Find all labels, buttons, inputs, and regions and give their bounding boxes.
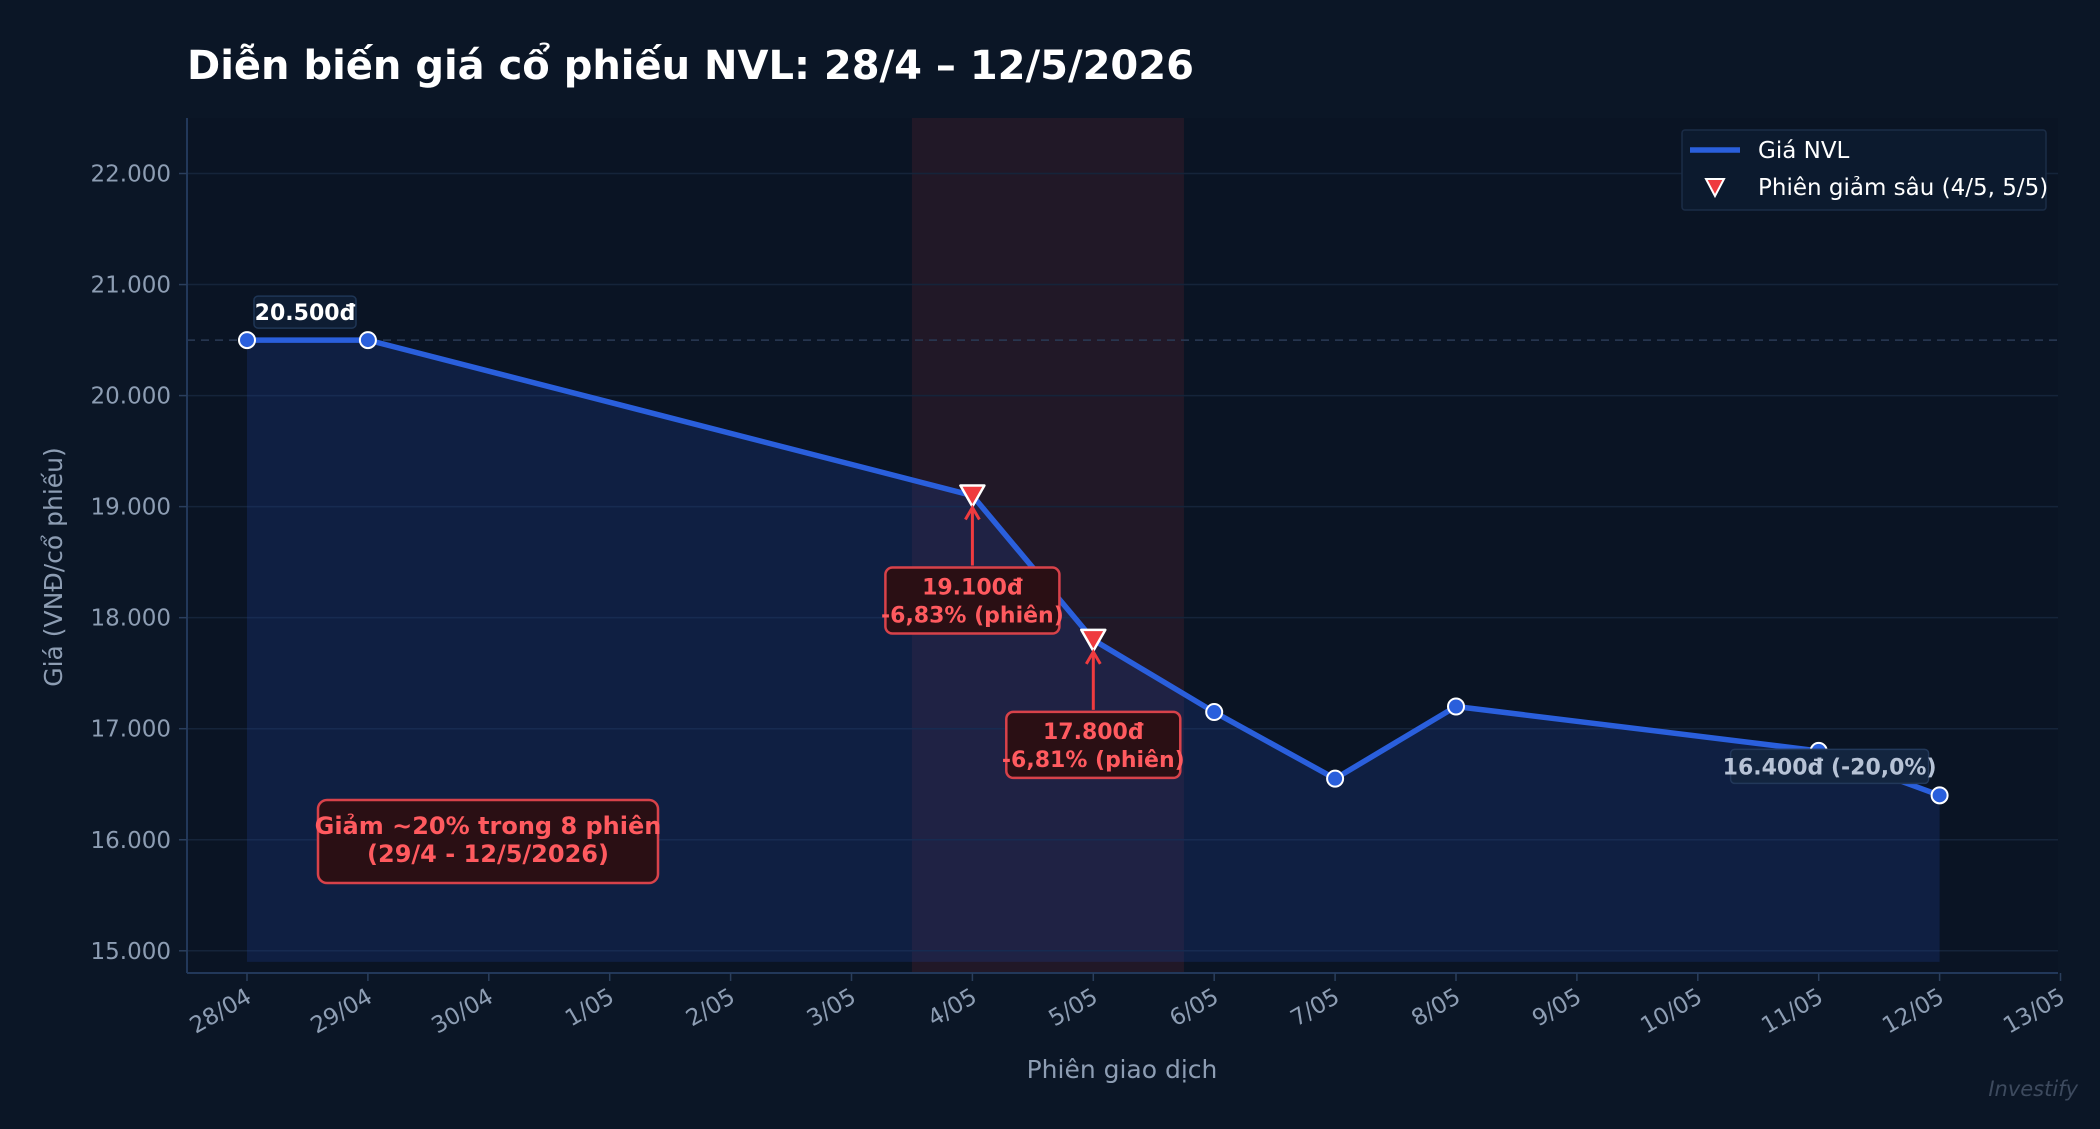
x-tick-label: 5/05: [1045, 984, 1103, 1032]
price-point: [358, 331, 377, 350]
y-tick-label: 21.000: [91, 273, 171, 299]
drop-marker: [1080, 628, 1107, 653]
price-point: [1326, 769, 1345, 788]
drop-marker: [959, 484, 986, 508]
y-tick-label: 19.000: [91, 495, 171, 521]
x-tick-label: 10/05: [1636, 984, 1706, 1040]
start-price-box: [253, 295, 357, 329]
x-tick-label: 3/05: [803, 984, 861, 1032]
price-point: [1205, 703, 1224, 722]
x-tick-label: 1/05: [561, 984, 619, 1032]
y-tick-label: 22.000: [91, 162, 171, 188]
x-tick-label: 28/04: [186, 984, 256, 1040]
y-tick-label: 17.000: [91, 717, 171, 743]
x-axis-title: Phiên giao dịch: [1027, 1055, 1218, 1084]
start-price-label: 20.500đ: [255, 301, 356, 326]
summary-line-1: Giảm ~20% trong 8 phiên: [315, 812, 662, 840]
highlight-span: [911, 118, 1184, 973]
drop-callout-2-change: -6,81% (phiên): [1002, 748, 1185, 773]
legend-triangle-swatch: [1704, 178, 1726, 199]
chart-title: Diễn biến giá cổ phiếu NVL: 28/4 – 12/5/…: [187, 41, 1194, 89]
legend-label-drops: Phiên giảm sâu (4/5, 5/5): [1758, 175, 2048, 201]
x-tick-label: 2/05: [682, 984, 740, 1032]
summary-line-2: (29/4 - 12/5/2026): [367, 840, 609, 868]
price-point: [1447, 697, 1465, 716]
x-tick-label: 11/05: [1757, 984, 1827, 1040]
x-tick-label: 6/05: [1165, 984, 1223, 1032]
drop-callout-1-change: -6,83% (phiên): [881, 604, 1064, 629]
summary-box: [316, 798, 660, 885]
y-axis-title: Giá (VNĐ/cổ phiếu): [39, 447, 68, 687]
price-point: [1930, 786, 1949, 805]
y-tick-label: 20.000: [91, 384, 171, 410]
x-tick-label: 4/05: [924, 984, 982, 1032]
x-tick-label: 7/05: [1286, 984, 1344, 1032]
legend-box: [1681, 129, 2047, 211]
y-tick-label: 15.000: [91, 939, 171, 965]
x-tick-label: 12/05: [1878, 984, 1948, 1040]
drop-callout-1-arrow-head: [964, 504, 981, 521]
end-price-box: [1729, 748, 1930, 785]
drop-callout-2-arrow-head: [1085, 648, 1102, 665]
price-point: [238, 331, 256, 350]
drop-callout-1-price: 19.100đ: [922, 576, 1023, 601]
drop-callout-1-box: [884, 566, 1061, 635]
legend-label-price: Giá NVL: [1758, 138, 1850, 164]
x-tick-label: 9/05: [1528, 984, 1586, 1032]
x-tick-label: 30/04: [427, 984, 497, 1040]
x-tick-label: 8/05: [1407, 984, 1465, 1032]
x-tick-label: 29/04: [306, 984, 376, 1040]
x-tick-label: 13/05: [1999, 984, 2069, 1040]
y-tick-label: 16.000: [91, 828, 171, 854]
watermark: Investify: [1988, 1077, 2078, 1101]
drop-callout-2-box: [1005, 710, 1182, 780]
drop-callout-2-price: 17.800đ: [1043, 720, 1144, 745]
y-tick-label: 18.000: [91, 606, 171, 632]
end-price-label: 16.400đ (-20,0%): [1723, 755, 1937, 780]
